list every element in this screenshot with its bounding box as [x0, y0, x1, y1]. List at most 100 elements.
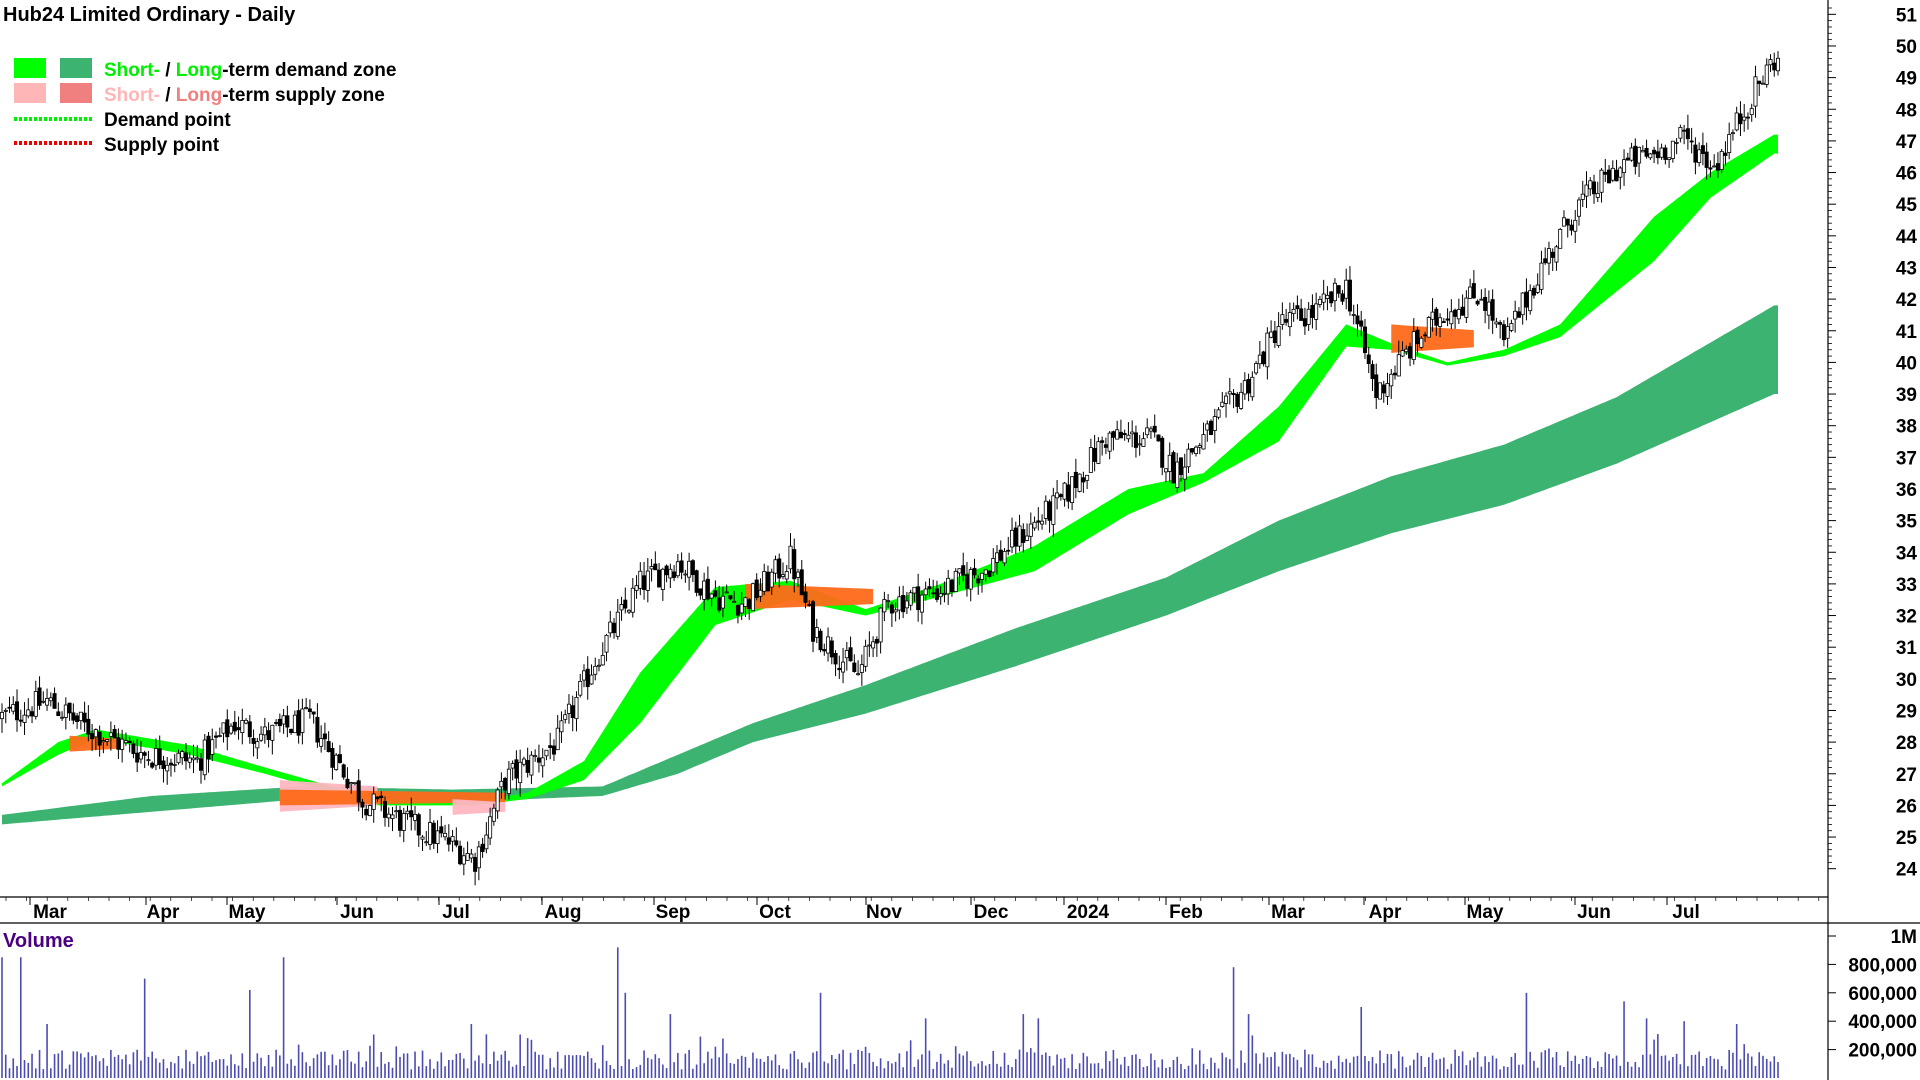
- time-axis: Mar Apr May Jun Jul Aug Sep Oct Nov Dec 2024 Feb Mar…: [5, 897, 1820, 923]
- candle: [1479, 289, 1484, 301]
- candle: [841, 647, 846, 684]
- candle: [1314, 292, 1319, 331]
- candle: [837, 655, 842, 679]
- legend-long-supply-swatch: [60, 83, 92, 103]
- candle: [1100, 436, 1105, 456]
- candle: [1062, 481, 1067, 507]
- candle: [458, 840, 463, 866]
- candle: [488, 807, 493, 846]
- candle: [1111, 430, 1116, 451]
- legend-supply-short: Short-: [104, 85, 160, 106]
- candle: [600, 642, 605, 666]
- price-tick-label: 38: [1896, 417, 1917, 438]
- price-tick-label: 27: [1896, 765, 1917, 786]
- candle: [638, 562, 643, 596]
- candle: [833, 650, 838, 677]
- candle: [473, 852, 478, 886]
- candle: [1178, 457, 1183, 482]
- candle: [1599, 168, 1604, 203]
- candle: [983, 569, 988, 582]
- candle: [1351, 304, 1356, 325]
- candle: [893, 602, 898, 622]
- candle: [307, 699, 312, 719]
- candle: [822, 643, 827, 656]
- candle: [735, 604, 740, 624]
- candle: [1085, 474, 1090, 490]
- candle: [1685, 114, 1690, 150]
- price-axis: 24 25 26 27 28 29 30 31 32 33 34 35 36 37 38 39 40 41 42 43…: [1828, 5, 1918, 881]
- candle: [1712, 154, 1717, 168]
- candle: [645, 558, 650, 603]
- candle: [1757, 80, 1762, 96]
- candle: [1670, 140, 1675, 163]
- candle: [1103, 437, 1108, 455]
- candle: [75, 712, 80, 729]
- candle: [1254, 360, 1259, 376]
- candle: [863, 639, 868, 672]
- price-tick-label: 35: [1896, 512, 1918, 533]
- candle: [1051, 487, 1056, 538]
- candle: [187, 751, 192, 769]
- candle: [1284, 309, 1289, 326]
- candle: [240, 708, 245, 745]
- candle: [908, 589, 913, 611]
- short-term-supply-zone-2: [279, 789, 506, 806]
- price-tick-label: 41: [1896, 322, 1918, 343]
- volume-tick-label: 800,000: [1848, 955, 1917, 976]
- candle: [120, 729, 125, 763]
- candle: [1032, 516, 1037, 531]
- candle: [551, 739, 556, 761]
- candle: [1381, 380, 1386, 403]
- candle: [581, 664, 586, 688]
- candle: [1043, 495, 1048, 525]
- legend-supply-sep: /: [160, 85, 176, 106]
- price-tick-label: 34: [1896, 543, 1918, 564]
- legend-demand-sep: /: [160, 60, 176, 81]
- candle: [1494, 317, 1499, 328]
- candle: [1231, 389, 1236, 409]
- candle: [1310, 294, 1315, 329]
- price-tick-label: 33: [1896, 575, 1917, 596]
- candle: [1483, 288, 1488, 324]
- time-tick-label: Oct: [759, 902, 791, 923]
- candle: [101, 737, 106, 754]
- candle: [694, 569, 699, 597]
- time-tick-label: Nov: [866, 902, 902, 923]
- candle: [1655, 139, 1660, 165]
- time-tick-label: Mar: [1271, 902, 1305, 923]
- candle: [934, 580, 939, 603]
- candle: [311, 711, 316, 724]
- candle: [1745, 112, 1750, 130]
- candle: [563, 709, 568, 724]
- candle: [7, 696, 12, 714]
- candle: [386, 807, 391, 828]
- price-tick-label: 40: [1896, 353, 1917, 374]
- candle: [168, 758, 173, 777]
- candle: [1453, 308, 1458, 329]
- candle: [901, 585, 906, 619]
- candle: [1475, 299, 1480, 307]
- candle: [1291, 302, 1296, 322]
- candle: [1017, 514, 1022, 552]
- candle: [1220, 391, 1225, 408]
- candle: [135, 739, 140, 773]
- candle: [1389, 368, 1394, 399]
- candle: [1674, 138, 1679, 155]
- candle: [454, 827, 459, 848]
- price-tick-label: 24: [1896, 860, 1918, 881]
- candle: [1287, 302, 1292, 337]
- candle: [1644, 139, 1649, 159]
- time-tick-label: Sep: [656, 902, 691, 923]
- candle: [356, 769, 361, 812]
- candle: [533, 749, 538, 762]
- candle: [972, 558, 977, 579]
- candle: [165, 757, 170, 785]
- candle: [882, 591, 887, 622]
- candle: [1486, 290, 1491, 330]
- candle: [405, 805, 410, 820]
- price-tick-label: 47: [1896, 132, 1917, 153]
- candle: [1734, 106, 1739, 132]
- candle: [649, 559, 654, 582]
- price-tick-label: 39: [1896, 385, 1917, 406]
- candle: [1028, 512, 1033, 549]
